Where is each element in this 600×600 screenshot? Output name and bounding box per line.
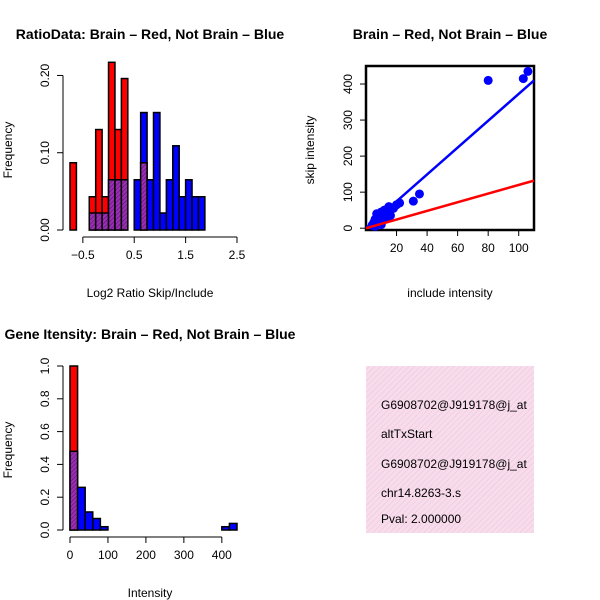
intensity-scatter-panel: Brain – Red, Not Brain – Blue 20 40 60 80 10…	[303, 26, 547, 300]
ratio-notbrain-bar	[146, 179, 155, 231]
intensity-x-tick-label: 400	[212, 548, 232, 562]
intensity-histogram-axes: 0 100 200 300 400 0.0 0.2 0.4 0.6 0.8 1.0	[38, 357, 232, 562]
intensity-histogram-title: Gene Itensity: Brain – Red, Not Brain – …	[5, 326, 296, 342]
scatter-x-tick-label: 80	[482, 241, 496, 255]
info-lines: G6908702@J919178@j_at altTxStart G6908702@…	[381, 398, 527, 500]
ratio-notbrain-bar	[197, 196, 206, 231]
intensity-histogram-ylabel: Frequency	[1, 422, 15, 479]
ratio-x-tick-label: 2.5	[229, 248, 246, 262]
scatter-y-tick-label: 300	[341, 110, 355, 130]
scatter-point	[385, 211, 395, 221]
info-line: chr14.8263-3.s	[381, 486, 461, 500]
scatter-y-tick-label: 400	[341, 74, 355, 94]
ratio-notbrain-bar	[152, 111, 161, 231]
scatter-point	[408, 196, 418, 206]
ratio-notbrain-bar	[139, 111, 148, 164]
ratio-histogram-panel: RatioData: Brain – Red, Not Brain – Blue…	[1, 26, 284, 300]
info-line: G6908702@J919178@j_at	[381, 457, 527, 471]
intensity-notbrain-bar	[99, 525, 109, 531]
intensity-notbrain-bar	[221, 525, 231, 531]
ratio-notbrain-bar	[178, 196, 187, 231]
ratio-x-tick-label: −0.5	[71, 248, 95, 262]
ratio-notbrain-bar	[165, 179, 174, 231]
scatter-point	[414, 189, 424, 199]
ratio-notbrain-bar	[191, 196, 200, 231]
intensity-scatter-ylabel: skip intensity	[303, 116, 317, 185]
ratio-overlap-bar	[88, 212, 97, 231]
info-panel: G6908702@J919178@j_at altTxStart G6908702@…	[366, 366, 534, 533]
scatter-x-tick-label: 60	[451, 241, 465, 255]
scatter-y-tick-label: 100	[341, 182, 355, 202]
ratio-histogram-ylabel: Frequency	[1, 122, 15, 179]
intensity-notbrain-bar	[228, 522, 238, 531]
ratio-x-tick-label: 1.5	[177, 248, 194, 262]
intensity-x-tick-label: 200	[136, 548, 156, 562]
intensity-notbrain-bar	[76, 486, 86, 531]
ratio-y-tick-label: 0.20	[38, 63, 52, 87]
ratio-overlap-bar	[94, 212, 103, 231]
ratio-overlap-bar	[114, 179, 123, 231]
scatter-x-tick-label: 100	[509, 241, 529, 255]
ratio-brain-bar	[69, 162, 78, 231]
scatter-x-tick-label: 40	[420, 241, 434, 255]
ratio-histogram-axes: −0.5 0.5 1.5 2.5 0.00 0.10 0.20	[38, 63, 246, 262]
intensity-histogram-bars	[69, 365, 238, 531]
scatter-y-tick-label: 0	[341, 225, 355, 232]
intensity-y-tick-label: 0.6	[38, 423, 52, 440]
intensity-histogram-panel: Gene Itensity: Brain – Red, Not Brain – …	[1, 326, 296, 600]
info-background	[366, 366, 534, 533]
ratio-histogram-bars	[69, 61, 206, 231]
ratio-y-tick-label: 0.00	[38, 218, 52, 242]
intensity-x-tick-label: 0	[67, 548, 74, 562]
intensity-y-tick-label: 0.0	[38, 521, 52, 538]
intensity-y-tick-label: 0.2	[38, 489, 52, 506]
intensity-notbrain-bar	[92, 517, 102, 531]
intensity-scatter-xlabel: include intensity	[407, 286, 492, 300]
scatter-point	[483, 75, 493, 85]
ratio-notbrain-bar	[184, 179, 193, 231]
scatter-point	[518, 74, 528, 84]
ratio-histogram-title: RatioData: Brain – Red, Not Brain – Blue	[16, 26, 285, 42]
ratio-overlap-bar	[107, 179, 116, 231]
info-line: G6908702@J919178@j_at	[381, 398, 527, 412]
fit-line-not-brain	[365, 79, 535, 230]
info-line: altTxStart	[381, 427, 433, 441]
intensity-x-tick-label: 100	[98, 548, 118, 562]
ratio-histogram-xlabel: Log2 Ratio Skip/Include	[87, 286, 214, 300]
ratio-overlap-bar	[139, 162, 148, 231]
intensity-notbrain-bar	[84, 511, 94, 531]
ratio-y-tick-label: 0.10	[38, 141, 52, 165]
pval-label: Pval: 2.000000	[381, 512, 461, 526]
ratio-notbrain-bar	[172, 145, 180, 231]
intensity-x-tick-label: 300	[174, 548, 194, 562]
ratio-overlap-bar	[120, 179, 129, 231]
ratio-notbrain-bar	[159, 212, 168, 231]
scatter-point	[523, 66, 533, 76]
scatter-plot-frame	[364, 64, 536, 232]
intensity-scatter-title: Brain – Red, Not Brain – Blue	[353, 26, 548, 42]
scatter-x-tick-label: 20	[390, 241, 404, 255]
intensity-y-tick-label: 0.4	[38, 456, 52, 473]
fit-line-brain	[365, 179, 535, 230]
ratio-notbrain-bar	[133, 179, 142, 231]
intensity-scatter-content: 20 40 60 80 100 0 100 200 300 400	[341, 64, 536, 255]
intensity-y-tick-label: 1.0	[38, 357, 52, 374]
ratio-x-tick-label: 0.5	[126, 248, 143, 262]
intensity-y-tick-label: 0.8	[38, 390, 52, 407]
ratio-overlap-bar	[101, 212, 110, 231]
intensity-histogram-xlabel: Intensity	[128, 586, 173, 600]
intensity-overlap-bar	[69, 450, 79, 531]
scatter-y-tick-label: 200	[341, 146, 355, 166]
